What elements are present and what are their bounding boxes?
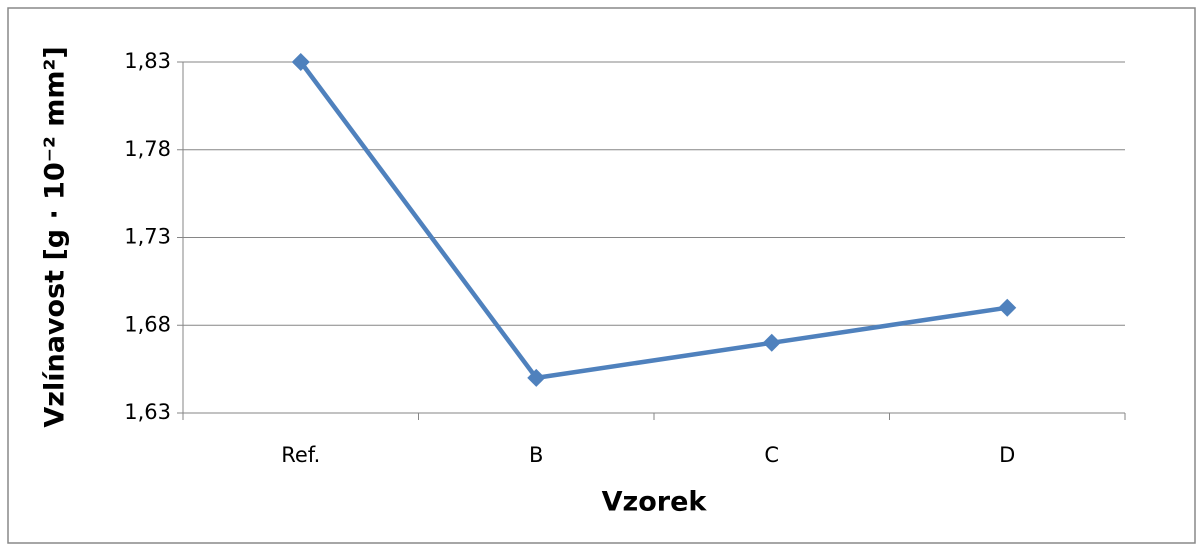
y-tick-label: 1,68 xyxy=(124,312,171,336)
y-tick-label: 1,83 xyxy=(124,49,171,73)
y-tick-label: 1,78 xyxy=(124,137,171,161)
data-point xyxy=(527,368,546,387)
data-point xyxy=(762,333,781,352)
x-tick-label: D xyxy=(999,443,1015,467)
data-point xyxy=(291,53,310,71)
y-tick-label: 1,73 xyxy=(124,225,171,249)
chart-border xyxy=(7,7,1196,544)
x-axis-title: Vzorek xyxy=(602,487,708,518)
series-line xyxy=(298,60,1008,381)
y-axis-title: Vzlínavost [g · 10⁻² mm²] xyxy=(40,46,71,427)
data-point xyxy=(998,298,1017,317)
y-tick-label: 1,63 xyxy=(124,400,171,424)
x-tick-label: C xyxy=(764,443,779,467)
x-tick-label: Ref. xyxy=(281,443,320,467)
x-tick-label: B xyxy=(529,443,543,467)
